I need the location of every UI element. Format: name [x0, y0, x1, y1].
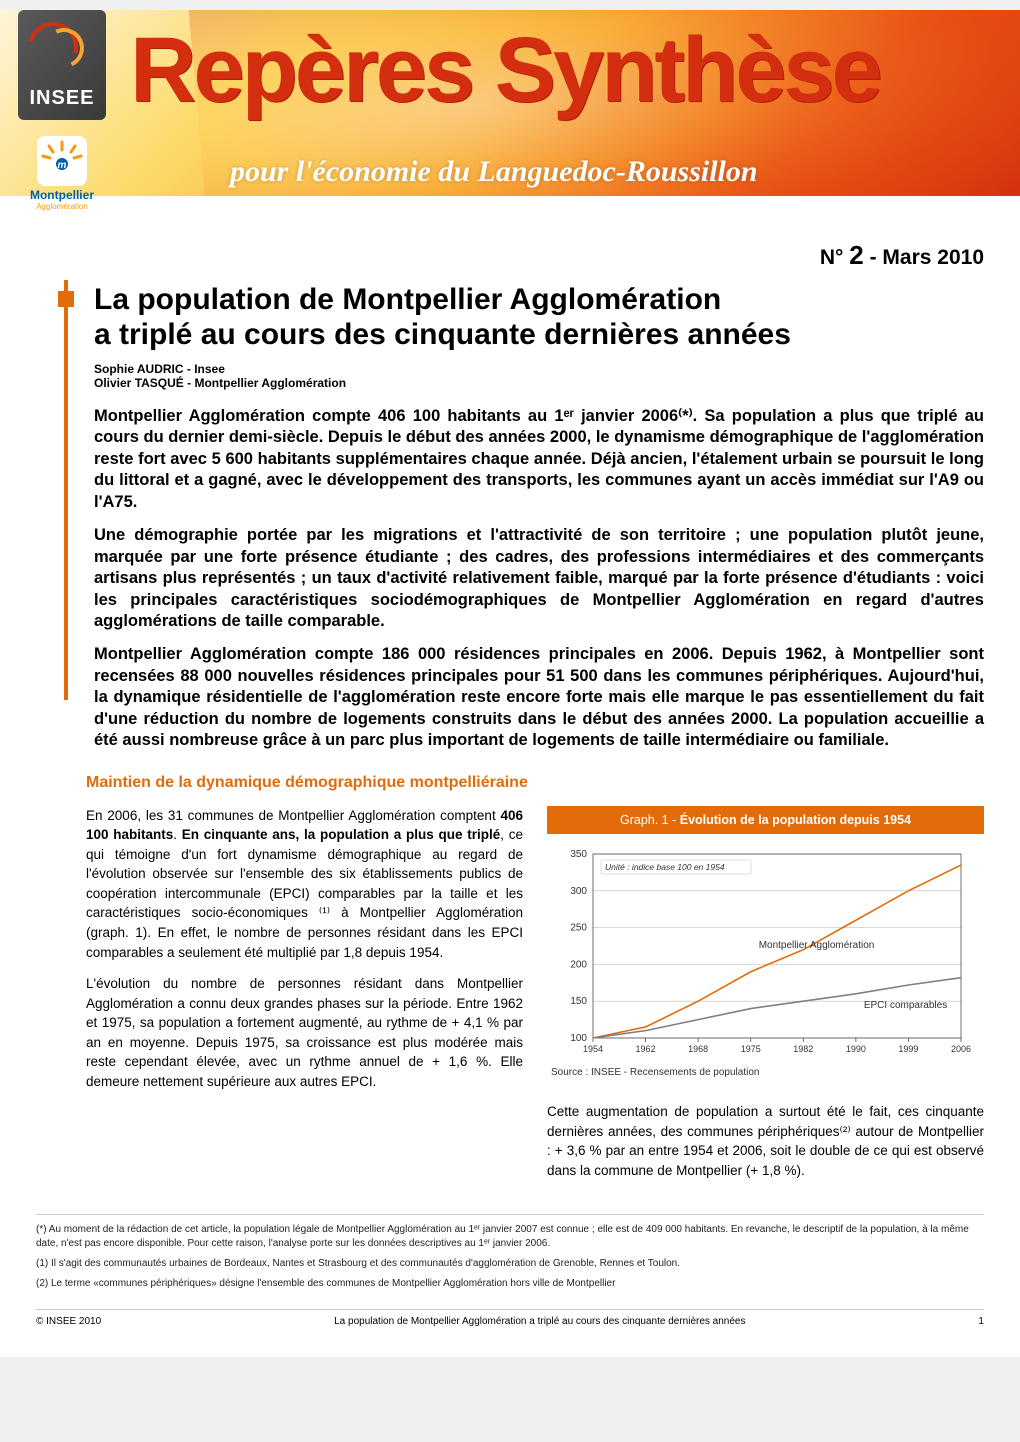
- chart-title-bold: Évolution de la population depuis 1954: [680, 813, 911, 827]
- footnotes: (*) Au moment de la rédaction de cet art…: [36, 1214, 984, 1291]
- svg-text:300: 300: [570, 885, 587, 896]
- authors: Sophie AUDRIC - Insee Olivier TASQUÉ - M…: [86, 362, 984, 390]
- column-left: En 2006, les 31 communes de Montpellier …: [86, 806, 523, 1193]
- chart-box: Graph. 1 - Évolution de la population de…: [547, 806, 984, 1091]
- svg-text:1954: 1954: [583, 1044, 603, 1054]
- lead-paragraphs: Montpellier Agglomération compte 406 100…: [86, 406, 984, 752]
- left-p1: En 2006, les 31 communes de Montpellier …: [86, 806, 523, 963]
- lead-p2: Une démographie portée par les migration…: [86, 525, 984, 632]
- line-chart: 100 150 200 250 300 350 1954 1962 1968 1975 1982 19…: [551, 842, 971, 1062]
- content: La population de Montpellier Agglomérati…: [0, 275, 1020, 1192]
- issue-prefix: N°: [820, 246, 844, 269]
- svg-text:1990: 1990: [846, 1044, 866, 1054]
- title-bullet-icon: [58, 291, 74, 307]
- lead-p3: Montpellier Agglomération compte 186 000…: [86, 644, 984, 751]
- svg-text:200: 200: [570, 959, 587, 970]
- chart-title-prefix: Graph. 1 -: [620, 813, 680, 827]
- two-column-layout: En 2006, les 31 communes de Montpellier …: [86, 806, 984, 1193]
- footer-right: 1: [978, 1316, 984, 1327]
- issue-line: N° 2 - Mars 2010: [0, 230, 1020, 275]
- issue-number: 2: [849, 240, 863, 270]
- title-line2: a triplé au cours des cinquante dernière…: [94, 318, 791, 351]
- svg-text:Montpellier Agglomération: Montpellier Agglomération: [759, 939, 875, 950]
- svg-text:250: 250: [570, 922, 587, 933]
- svg-text:EPCI comparables: EPCI comparables: [864, 1000, 947, 1011]
- footer-center: La population de Montpellier Agglomérati…: [334, 1316, 745, 1327]
- insee-logo-text: INSEE: [29, 87, 94, 110]
- svg-text:2006: 2006: [951, 1044, 971, 1054]
- montpellier-logo: m Montpellier Agglomération: [18, 136, 106, 211]
- footnote-2: (2) Le terme «communes périphériques» dé…: [36, 1277, 984, 1291]
- page: INSEE m: [0, 10, 1020, 1357]
- lead-p1: Montpellier Agglomération compte 406 100…: [86, 406, 984, 513]
- article-title: La population de Montpellier Agglomérati…: [86, 283, 984, 352]
- section-heading: Maintien de la dynamique démographique m…: [86, 774, 984, 792]
- logo-strip: INSEE m: [18, 10, 106, 211]
- svg-text:m: m: [58, 160, 67, 171]
- svg-text:100: 100: [570, 1033, 587, 1044]
- column-right: Graph. 1 - Évolution de la population de…: [547, 806, 984, 1193]
- title-line1: La population de Montpellier Agglomérati…: [94, 283, 721, 316]
- left-p2: L'évolution du nombre de personnes résid…: [86, 974, 523, 1091]
- author-1: Sophie AUDRIC - Insee: [94, 362, 984, 376]
- issue-date: Mars 2010: [882, 246, 984, 269]
- footnote-star: (*) Au moment de la rédaction de cet art…: [36, 1223, 984, 1251]
- svg-text:1975: 1975: [741, 1044, 761, 1054]
- footnote-1: (1) Il s'agit des communautés urbaines d…: [36, 1257, 984, 1271]
- svg-text:1968: 1968: [688, 1044, 708, 1054]
- montpellier-logo-label1: Montpellier: [18, 188, 106, 202]
- svg-text:350: 350: [570, 849, 587, 860]
- banner-subtitle: pour l'économie du Languedoc-Roussillon: [230, 155, 758, 189]
- svg-text:150: 150: [570, 996, 587, 1007]
- right-p1: Cette augmentation de population a surto…: [547, 1102, 984, 1180]
- side-accent-bar: [64, 280, 68, 700]
- svg-text:1982: 1982: [793, 1044, 813, 1054]
- montpellier-logo-label2: Agglomération: [18, 202, 106, 211]
- chart-body: 100 150 200 250 300 350 1954 1962 1968 1975 1982 19…: [547, 834, 984, 1064]
- header-banner: Repères Synthèse pour l'économie du Lang…: [0, 10, 1020, 230]
- banner-title: Repères Synthèse: [130, 18, 880, 123]
- sun-icon: m: [37, 136, 87, 186]
- author-2: Olivier TASQUÉ - Montpellier Agglomérati…: [94, 376, 984, 390]
- svg-text:1999: 1999: [898, 1044, 918, 1054]
- banner-white-band: [0, 196, 1020, 230]
- chart-source: Source : INSEE - Recensements de populat…: [547, 1064, 984, 1091]
- svg-text:Unité : indice base 100 en 195: Unité : indice base 100 en 1954: [605, 862, 725, 872]
- issue-sep: -: [870, 246, 883, 269]
- page-footer: © INSEE 2010 La population de Montpellie…: [36, 1309, 984, 1327]
- chart-title: Graph. 1 - Évolution de la population de…: [547, 806, 984, 834]
- svg-text:1962: 1962: [636, 1044, 656, 1054]
- footer-left: © INSEE 2010: [36, 1316, 101, 1327]
- insee-logo: INSEE: [18, 10, 106, 120]
